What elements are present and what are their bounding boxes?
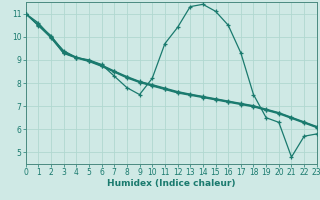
X-axis label: Humidex (Indice chaleur): Humidex (Indice chaleur) bbox=[107, 179, 236, 188]
